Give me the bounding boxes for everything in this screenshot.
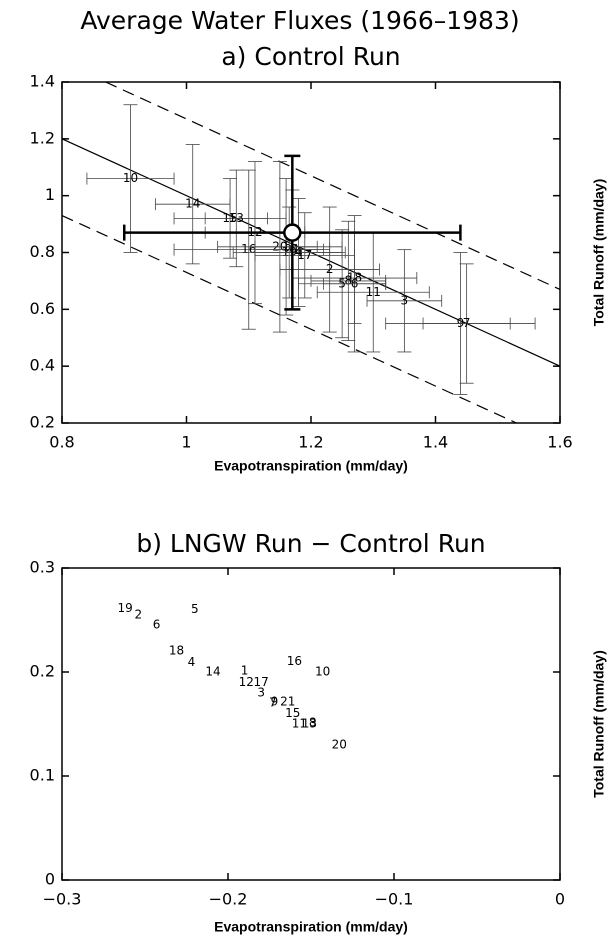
y-tick-label: 0.6 (30, 299, 55, 318)
point-label: 6 (351, 276, 359, 290)
x-tick-label: 1 (181, 433, 191, 452)
point-label: 1 (282, 239, 290, 253)
plot-area: 101415131216202119174218865113971 (62, 82, 560, 423)
point-label: 8 (345, 273, 353, 287)
panel-title: b) LNGW Run − Control Run (136, 529, 485, 558)
x-tick-label: −0.1 (375, 890, 414, 909)
point-label: 9 (271, 695, 279, 709)
plot-frame (61, 567, 561, 881)
x-tick-label: 1.2 (298, 433, 323, 452)
x-axis-title: Evapotranspiration (mm/day) (214, 458, 408, 474)
point-label: 14 (185, 197, 200, 211)
y-tick-label: 0.4 (30, 356, 55, 375)
point-label: 2 (135, 607, 143, 621)
x-tick-label: −0.3 (43, 890, 82, 909)
reference-line (105, 82, 560, 290)
point-label: 18 (169, 644, 184, 658)
x-tick-label: 0 (555, 890, 565, 909)
y-axis-title: Total Runoff (mm/day) (591, 650, 607, 798)
point-label: 20 (332, 737, 347, 751)
y-tick-label: 1 (45, 185, 55, 204)
y-tick-label: 0.2 (30, 413, 55, 432)
point-label: 6 (153, 618, 161, 632)
reference-line (62, 215, 517, 423)
point-label: 4 (188, 655, 196, 669)
point-label: 13 (229, 211, 244, 225)
panel-title: a) Control Run (221, 42, 400, 71)
point-label: 4 (295, 245, 303, 259)
point-label: 16 (287, 654, 302, 668)
x-tick-label: 0.8 (49, 433, 74, 452)
mean-point (283, 223, 302, 242)
y-axis-title: Total Runoff (mm/day) (591, 179, 607, 327)
x-tick-label: 1.4 (423, 433, 448, 452)
point-label: 8 (309, 715, 317, 729)
point-label: 17 (297, 248, 312, 262)
point-label: 3 (401, 293, 409, 307)
point-label: 2 (326, 262, 334, 276)
point-label: 11 (366, 285, 381, 299)
point-label: 13 (302, 717, 317, 731)
x-axis-title: Evapotranspiration (mm/day) (214, 919, 408, 935)
point-label: 10 (123, 171, 138, 185)
point-label: 15 (285, 706, 300, 720)
point-label: 10 (315, 665, 330, 679)
point-label: 5 (338, 276, 346, 290)
point-label: 3 (257, 685, 265, 699)
y-tick-label: 0.3 (30, 558, 55, 577)
figure-title: Average Water Fluxes (1966–1983) (80, 6, 519, 35)
point-label: 12 (239, 675, 254, 689)
point-label: 9 (457, 316, 465, 330)
point-label: 16 (241, 242, 256, 256)
point-label: 5 (191, 602, 199, 616)
point-label: 11 (292, 717, 307, 731)
point-label: 14 (205, 665, 220, 679)
point-label: 17 (254, 675, 269, 689)
y-tick-label: 0 (45, 870, 55, 889)
x-tick-label: 1.6 (547, 433, 572, 452)
point-label: 7 (463, 316, 471, 330)
y-tick-label: 0.1 (30, 766, 55, 785)
point-label: 21 (280, 695, 295, 709)
point-label: 15 (222, 211, 237, 225)
y-tick-label: 1.2 (30, 128, 55, 147)
point-label: 19 (117, 601, 132, 615)
y-tick-label: 0.8 (30, 242, 55, 261)
point-label: 7 (269, 696, 277, 710)
y-tick-label: 0.2 (30, 662, 55, 681)
x-tick-label: −0.2 (209, 890, 248, 909)
y-tick-label: 1.4 (30, 72, 55, 91)
point-label: 1 (241, 663, 249, 677)
